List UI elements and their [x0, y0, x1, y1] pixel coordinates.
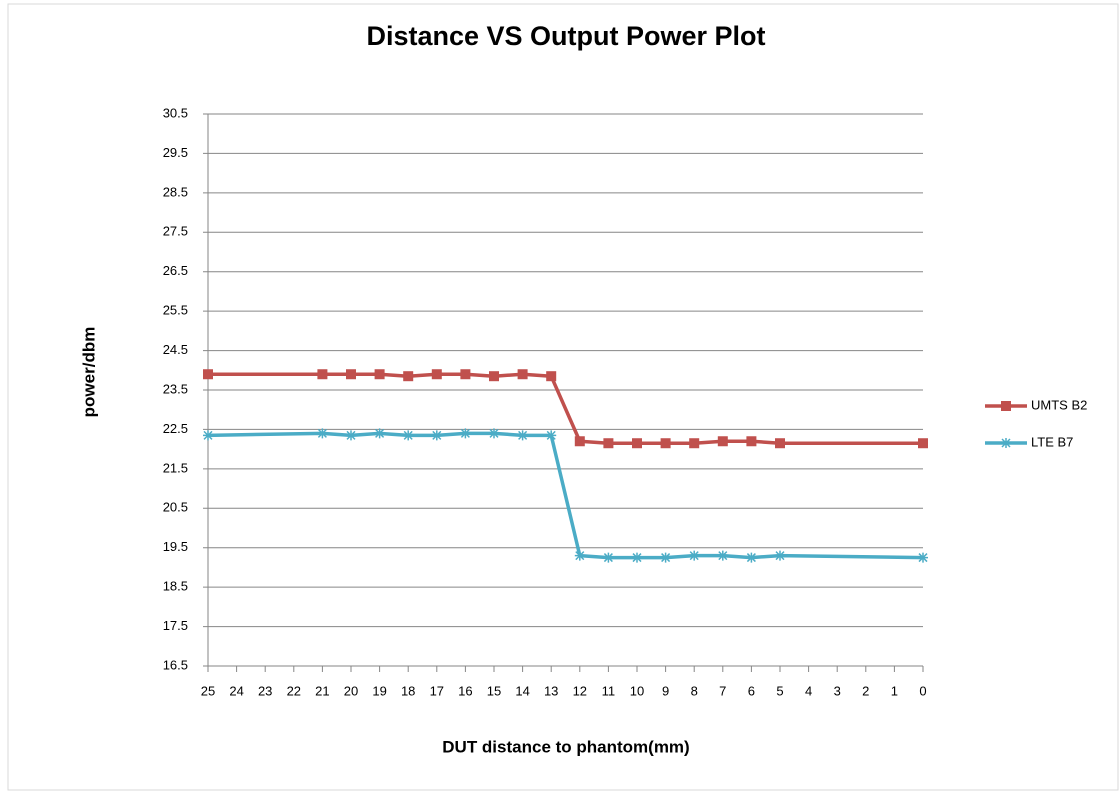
x-tick-label: 2 — [862, 683, 869, 698]
marker — [574, 436, 585, 447]
y-tick-label: 23.5 — [163, 381, 188, 396]
x-tick-label: 24 — [229, 683, 243, 698]
x-tick-label: 7 — [719, 683, 726, 698]
marker — [717, 436, 728, 447]
y-tick-label: 19.5 — [163, 539, 188, 554]
marker — [775, 438, 785, 449]
marker — [603, 552, 614, 563]
marker — [489, 428, 499, 439]
marker — [517, 430, 528, 441]
marker — [317, 369, 328, 380]
marker — [489, 371, 499, 382]
marker — [517, 369, 528, 380]
marker — [660, 438, 671, 449]
y-tick-label: 29.5 — [163, 145, 188, 160]
marker — [660, 552, 671, 563]
y-axis-title: power/dbm — [79, 327, 98, 418]
x-tick-label: 13 — [544, 683, 558, 698]
marker — [203, 430, 213, 441]
marker — [203, 369, 213, 380]
marker — [346, 430, 356, 441]
y-tick-label: 22.5 — [163, 421, 188, 436]
x-tick-label: 12 — [573, 683, 587, 698]
marker — [546, 430, 557, 441]
marker — [717, 550, 728, 561]
x-tick-label: 19 — [372, 683, 386, 698]
marker — [632, 438, 642, 449]
marker — [546, 371, 557, 382]
legend-label: UMTS B2 — [1031, 397, 1087, 412]
x-axis-title: DUT distance to phantom(mm) — [442, 737, 689, 756]
y-tick-label: 17.5 — [163, 618, 188, 633]
marker — [574, 550, 585, 561]
x-tick-label: 11 — [602, 683, 616, 698]
y-tick-label: 26.5 — [163, 263, 188, 278]
x-tick-label: 3 — [834, 683, 841, 698]
marker — [918, 438, 928, 449]
chart-frame — [7, 3, 1119, 791]
marker — [775, 550, 785, 561]
y-tick-label: 21.5 — [163, 460, 188, 475]
marker — [317, 428, 328, 439]
y-tick-label: 30.5 — [163, 105, 188, 120]
y-tick-label: 20.5 — [163, 500, 188, 515]
marker — [746, 436, 757, 447]
y-tick-label: 27.5 — [163, 224, 188, 239]
marker — [431, 369, 442, 380]
x-tick-label: 14 — [515, 683, 529, 698]
x-tick-label: 1 — [891, 683, 898, 698]
marker — [1001, 401, 1011, 411]
y-tick-label: 18.5 — [163, 579, 188, 594]
marker — [403, 430, 414, 441]
x-tick-label: 18 — [401, 683, 415, 698]
x-tick-label: 20 — [344, 683, 358, 698]
marker — [1001, 438, 1011, 448]
y-tick-label: 25.5 — [163, 303, 188, 318]
chart-title: Distance VS Output Power Plot — [366, 21, 765, 51]
x-tick-label: 17 — [430, 683, 444, 698]
marker — [460, 369, 471, 380]
x-tick-label: 6 — [748, 683, 755, 698]
marker — [460, 428, 471, 439]
marker — [431, 430, 442, 441]
marker — [632, 552, 642, 563]
x-tick-label: 15 — [487, 683, 501, 698]
x-tick-label: 23 — [258, 683, 272, 698]
y-tick-label: 16.5 — [163, 657, 188, 672]
marker — [346, 369, 356, 380]
x-tick-label: 22 — [287, 683, 301, 698]
marker — [374, 428, 385, 439]
x-tick-label: 4 — [805, 683, 812, 698]
marker — [689, 550, 700, 561]
x-tick-label: 16 — [458, 683, 472, 698]
y-tick-label: 24.5 — [163, 342, 188, 357]
marker — [374, 369, 385, 380]
x-tick-label: 9 — [662, 683, 669, 698]
x-tick-label: 10 — [630, 683, 644, 698]
x-tick-label: 0 — [919, 683, 926, 698]
x-tick-label: 21 — [315, 683, 329, 698]
legend-label: LTE B7 — [1031, 434, 1073, 449]
marker — [746, 552, 757, 563]
x-tick-label: 8 — [691, 683, 698, 698]
marker — [603, 438, 614, 449]
x-tick-label: 5 — [776, 683, 783, 698]
marker — [918, 552, 928, 563]
x-tick-label: 25 — [201, 683, 215, 698]
y-tick-label: 28.5 — [163, 184, 188, 199]
marker — [403, 371, 414, 382]
marker — [689, 438, 700, 449]
